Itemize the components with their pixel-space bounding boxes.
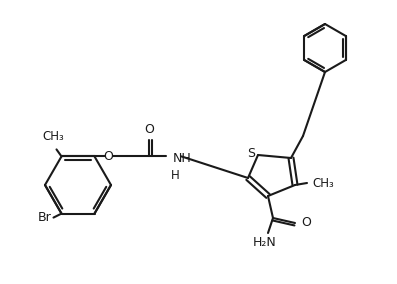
Text: Br: Br <box>38 211 52 224</box>
Text: NH: NH <box>173 152 191 165</box>
Text: S: S <box>247 147 255 160</box>
Text: CH₃: CH₃ <box>42 130 64 143</box>
Text: O: O <box>301 216 311 229</box>
Text: O: O <box>145 124 154 136</box>
Text: CH₃: CH₃ <box>312 176 334 189</box>
Text: H₂N: H₂N <box>253 236 277 249</box>
Text: O: O <box>104 150 114 163</box>
Text: H: H <box>171 170 180 182</box>
